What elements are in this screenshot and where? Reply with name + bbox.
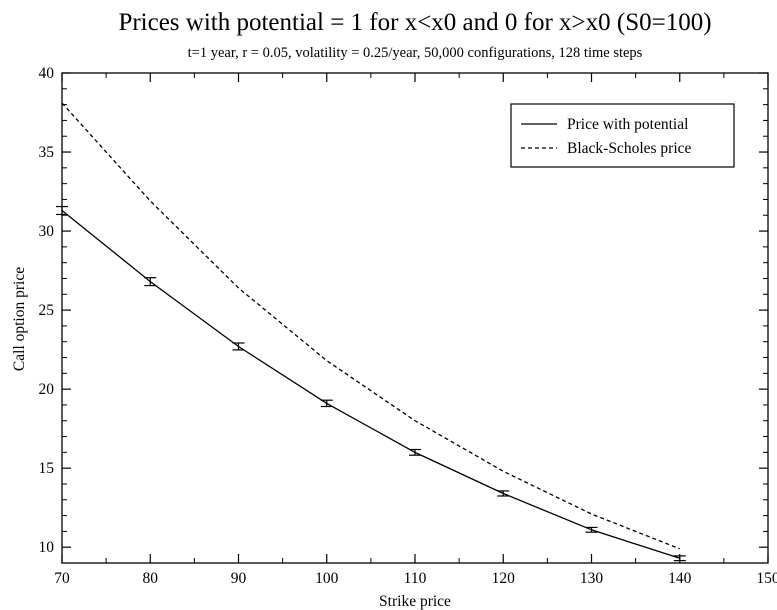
legend-box — [510, 103, 735, 168]
x-tick-label: 130 — [580, 570, 604, 587]
x-tick-label: 140 — [668, 570, 692, 587]
series-line-black-scholes — [61, 102, 681, 550]
y-axis-title: Call option price — [11, 267, 28, 371]
chart-title: Prices with potential = 1 for x<x0 and 0… — [118, 9, 711, 36]
x-tick-label: 110 — [404, 570, 427, 587]
x-axis-title: Strike price — [379, 593, 451, 610]
x-tick-label: 120 — [492, 570, 516, 587]
x-tick-label: 150 — [756, 570, 777, 587]
x-tick-label: 70 — [54, 570, 70, 587]
y-tick-label: 40 — [39, 65, 55, 82]
axis-ticks: 70 80 90 100 110 120 130 140 150 10 15 20 25 30 35 40 — [39, 65, 777, 587]
legend: Price with potential Black-Scholes price — [510, 103, 735, 168]
y-tick-label: 30 — [39, 223, 55, 240]
x-tick-label: 80 — [143, 570, 159, 587]
legend-label: Black-Scholes price — [567, 140, 692, 157]
y-tick-label: 25 — [39, 302, 55, 319]
x-tick-label: 100 — [315, 570, 339, 587]
series-line-price-with-potential — [61, 209, 680, 559]
y-tick-label: 35 — [39, 144, 55, 161]
y-tick-label: 10 — [39, 539, 55, 556]
x-tick-label: 90 — [231, 570, 247, 587]
chart-subtitle: t=1 year, r = 0.05, volatility = 0.25/ye… — [188, 45, 643, 61]
legend-label: Price with potential — [567, 116, 688, 133]
y-tick-label: 20 — [39, 381, 55, 398]
y-tick-label: 15 — [39, 460, 55, 477]
